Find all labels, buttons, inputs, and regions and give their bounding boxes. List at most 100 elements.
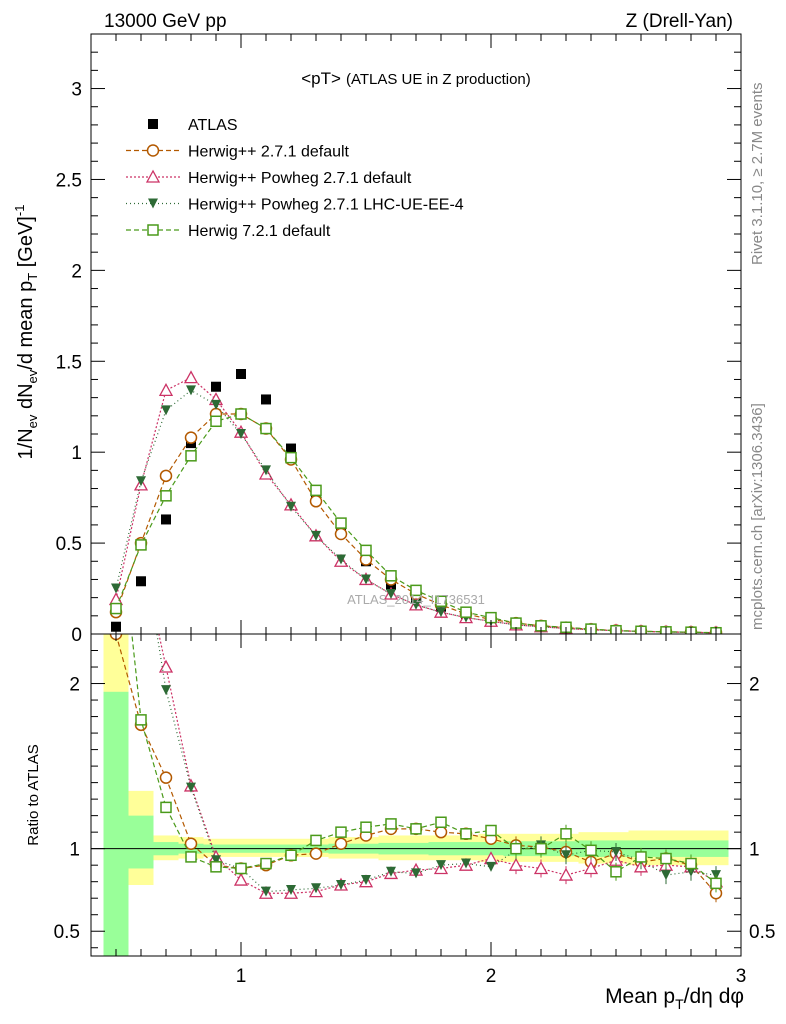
ratio-y-tick-label: 1: [69, 840, 80, 861]
ratio-point: [685, 857, 697, 870]
ratio-point: [461, 858, 471, 869]
data-point: [136, 576, 146, 587]
ratio-point: [336, 879, 346, 890]
data-point: [111, 621, 121, 632]
x-axis-label: Mean pT/dη dφ: [605, 985, 744, 1012]
ratio-point: [585, 844, 597, 857]
main-panel-series: [108, 369, 723, 634]
ratio-point: [186, 782, 196, 793]
legend-entry: Herwig++ 2.7.1 default: [126, 144, 350, 161]
data-point: [110, 602, 122, 615]
legend-marker: [145, 169, 161, 183]
data-point: [360, 544, 372, 557]
ratio-point: [660, 852, 672, 865]
data-point: [261, 394, 271, 405]
data-point: [260, 422, 272, 435]
ratio-point: [261, 886, 271, 897]
ratio-point: [184, 837, 198, 850]
legend-label: Herwig++ Powheg 2.7.1 default: [188, 170, 412, 187]
data-point: [336, 554, 346, 565]
data-point: [161, 514, 171, 525]
ratio-panel-series: [91, 348, 741, 903]
data-point: [361, 574, 371, 585]
ratio-point: [286, 884, 296, 895]
ratio-point: [161, 685, 171, 696]
ratio-series-1: [158, 634, 724, 899]
ratio-point: [210, 861, 222, 873]
ratio-point: [211, 855, 221, 866]
legend-entry: Herwig++ Powheg 2.7.1 default: [126, 169, 412, 187]
ratio-point: [611, 846, 621, 857]
analysis-watermark: ATLAS_2014_I1736531: [347, 592, 485, 607]
ratio-point: [435, 816, 447, 828]
legend-marker: [148, 119, 158, 129]
ratio-point: [309, 847, 323, 860]
ratio-y-tick-label-right: 2: [749, 675, 760, 696]
ratio-y-tick-label: 2: [69, 675, 80, 696]
ratio-point: [661, 870, 671, 881]
ratio-point: [135, 714, 147, 726]
data-point: [161, 405, 171, 416]
data-point: [185, 450, 197, 462]
y-tick-label: 1.5: [56, 352, 82, 373]
ratio-point: [535, 842, 547, 855]
data-point: [236, 429, 246, 439]
legend-label: Herwig++ Powheg 2.7.1 LHC-UE-EE-4: [188, 197, 464, 214]
ratio-point: [558, 867, 574, 881]
data-point: [236, 369, 246, 379]
data-point: [235, 408, 247, 420]
data-point: [158, 383, 174, 397]
data-point: [460, 606, 472, 618]
ratio-point: [436, 860, 446, 871]
y-tick-label: 2.5: [56, 170, 82, 191]
ratio-y-tick-label: 0.5: [54, 922, 80, 943]
x-tick-label: 3: [736, 966, 747, 987]
data-point: [309, 495, 323, 508]
ratio-point: [285, 849, 297, 862]
data-point: [285, 451, 297, 464]
data-point: [436, 607, 446, 618]
ratio-y-tick-label-right: 1: [749, 840, 760, 861]
data-point: [111, 583, 121, 594]
data-point: [411, 599, 421, 610]
data-point: [159, 469, 173, 483]
ratio-point: [158, 659, 174, 673]
mcplots-label: mcplots.cern.ch [arXiv:1306.3436]: [749, 403, 766, 630]
legend-entry: Herwig 7.2.1 default: [126, 223, 331, 240]
ratio-point: [561, 850, 571, 861]
data-point: [435, 595, 447, 608]
band-inner-bin: [128, 815, 154, 869]
data-point: [186, 385, 196, 396]
ratio-panel-frame: [90, 633, 742, 957]
data-point: [286, 501, 296, 512]
ratio-point: [111, 348, 121, 358]
legend: ATLAS Herwig++ 2.7.1 default Herwig++ Powh…: [126, 117, 464, 240]
header-left: 13000 GeV pp: [104, 11, 227, 32]
ratio-y-tick-label-right: 0.5: [749, 922, 775, 943]
legend-entry: ATLAS: [148, 117, 238, 134]
data-point: [210, 415, 222, 428]
ratio-point: [434, 825, 448, 839]
axes: 1 2 3 0 0.5 1 1.5 2 2.5 3 0.5 0.5 1 1 2 2: [54, 34, 775, 987]
ratio-point: [335, 826, 347, 838]
ratio-point: [334, 837, 348, 850]
plot-title-sub: (ATLAS UE in Z production): [346, 71, 531, 88]
ratio-point: [260, 857, 272, 870]
ratio-point: [510, 842, 522, 855]
data-point: [385, 570, 397, 582]
ratio-uncertainty-band: [103, 634, 729, 956]
legend-marker: [147, 224, 159, 236]
plot-title-main: <pT>: [301, 69, 341, 88]
data-point: [183, 370, 199, 384]
data-point: [211, 381, 221, 392]
y-tick-label: 0.5: [56, 534, 82, 555]
x-tick-label: 1: [236, 966, 247, 987]
ratio-point: [311, 883, 321, 894]
data-point: [135, 539, 147, 551]
rivet-version-label: Rivet 3.1.10, ≥ 2.7M events: [749, 83, 766, 266]
y-tick-label: 1: [71, 443, 82, 464]
data-point: [211, 399, 221, 410]
ratio-point: [635, 851, 647, 863]
header-right: Z (Drell-Yan): [626, 11, 733, 32]
